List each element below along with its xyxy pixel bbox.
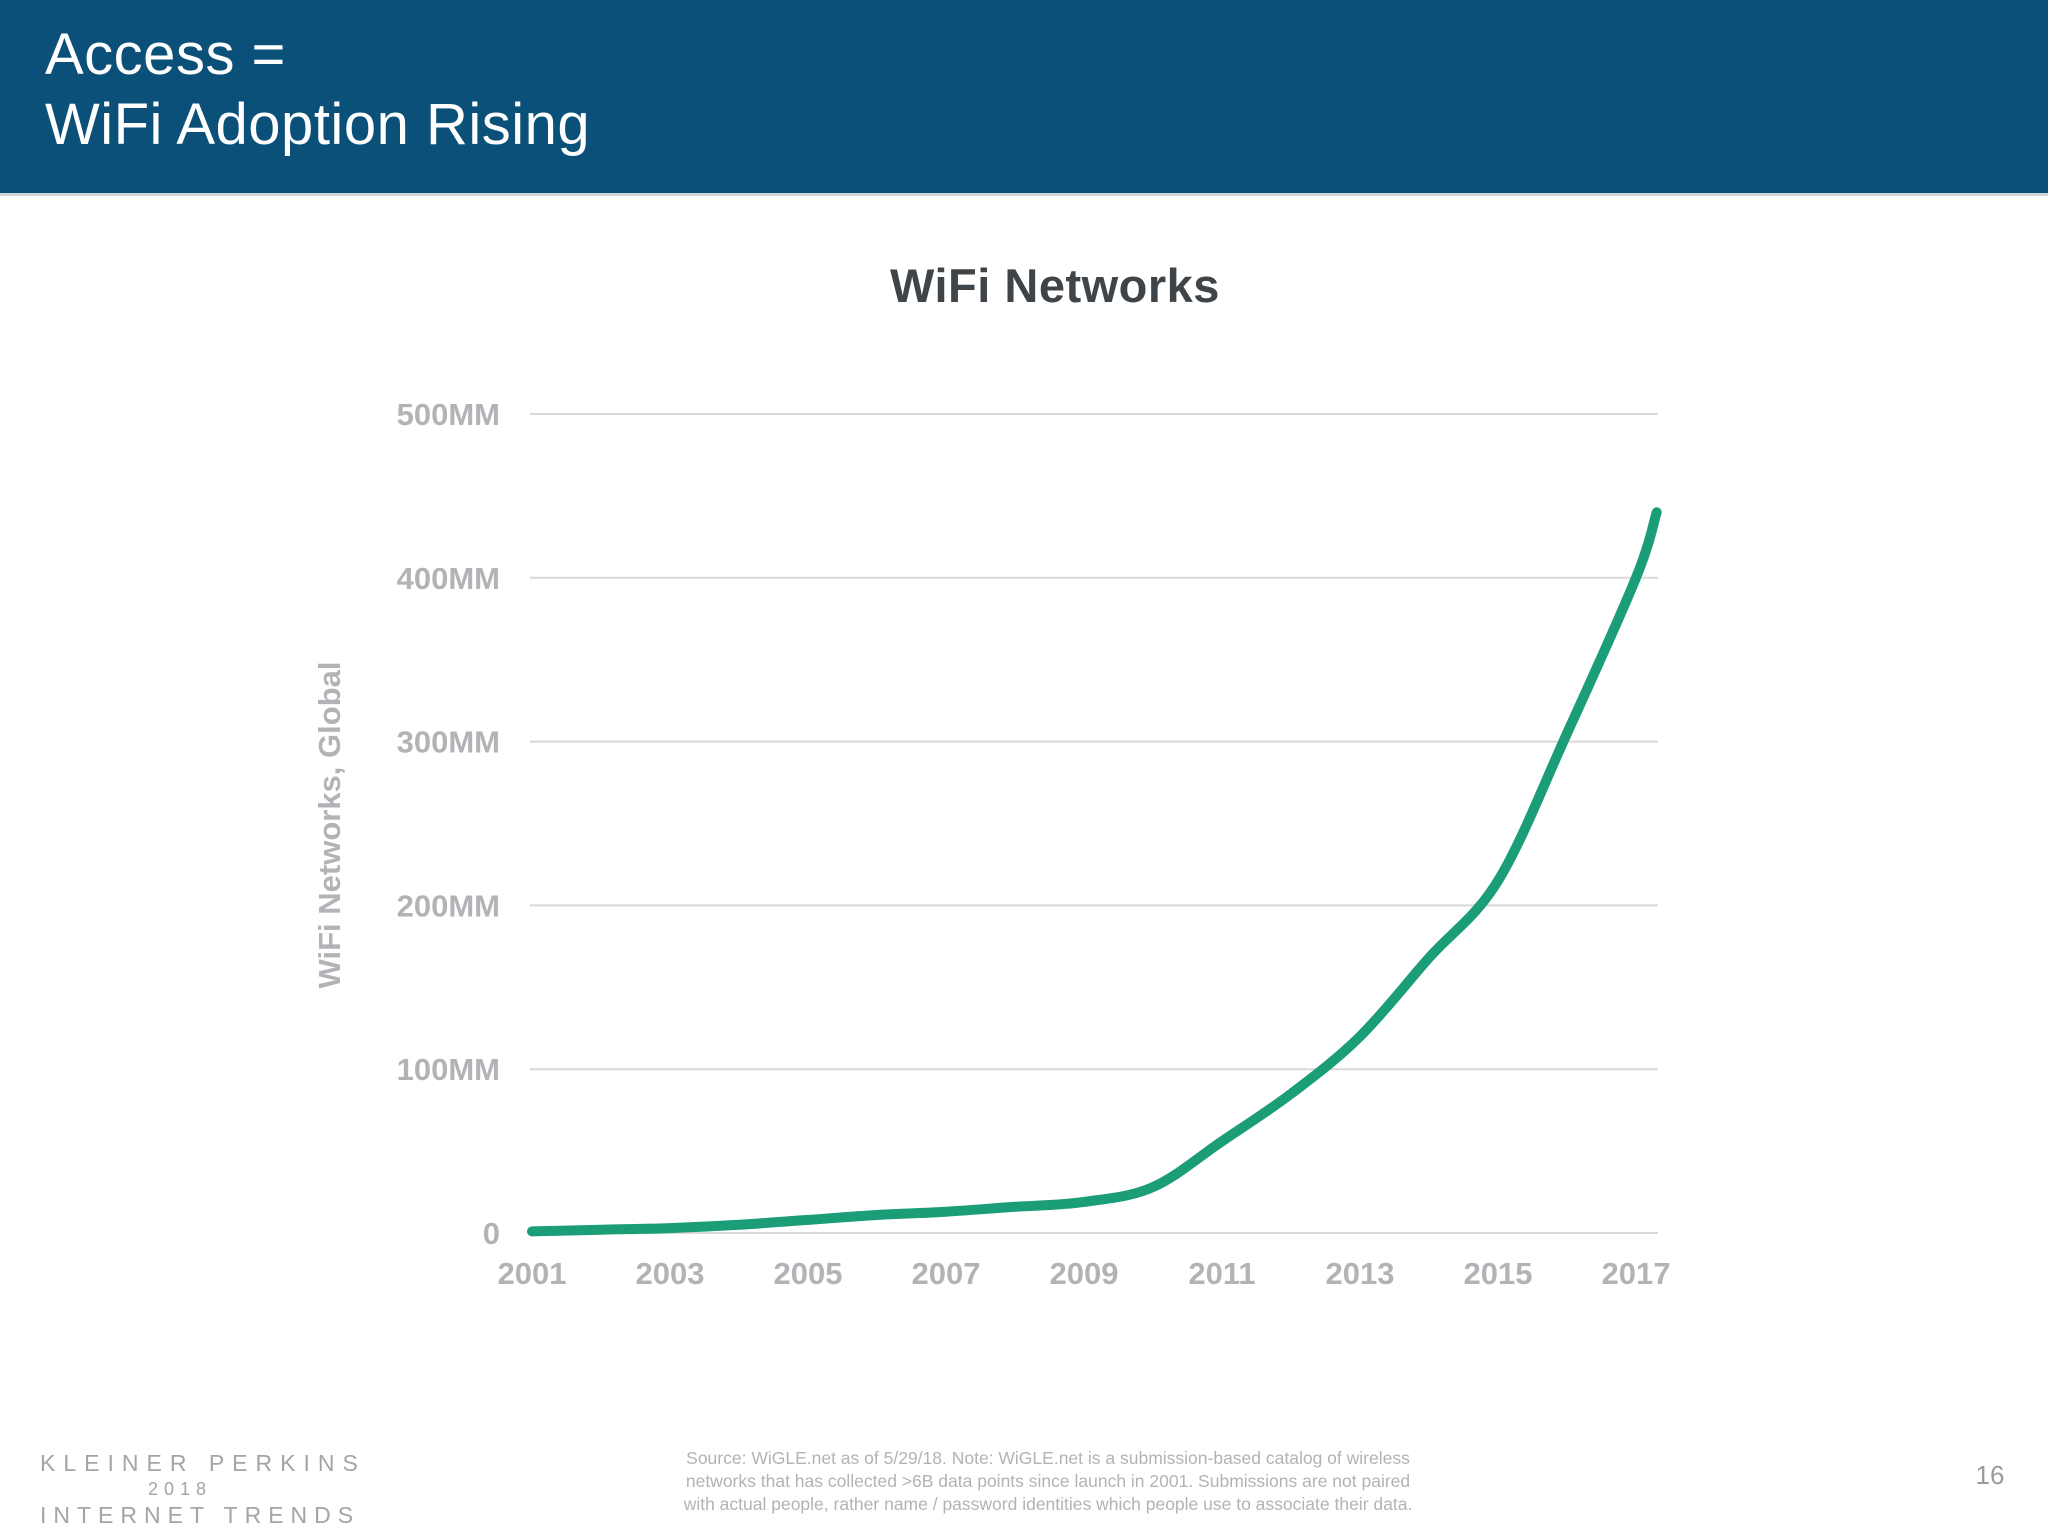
kleiner-perkins-logo: KLEINER PERKINS 2018 INTERNET TRENDS [40, 1450, 366, 1529]
wifi-networks-series-line [527, 507, 1662, 1237]
y-tick-label: 400MM [397, 561, 500, 596]
logo-line1: KLEINER PERKINS [40, 1450, 366, 1476]
slide-title: Access = WiFi Adoption Rising [45, 20, 590, 160]
source-note-line3: with actual people, rather name / passwo… [683, 1494, 1413, 1514]
x-tick-label: 2005 [774, 1256, 843, 1291]
slide-title-line2: WiFi Adoption Rising [45, 92, 591, 157]
x-tick-label: 2007 [912, 1256, 981, 1291]
y-tick-label: 300MM [397, 725, 500, 760]
x-tick-label: 2001 [498, 1256, 567, 1291]
y-axis-title: WiFi Networks, Global [312, 661, 347, 989]
x-tick-label: 2011 [1188, 1256, 1255, 1291]
x-tick-label: 2009 [1050, 1256, 1119, 1291]
chart-title: WiFi Networks [890, 259, 1220, 312]
y-tick-label: 500MM [397, 397, 500, 432]
slide-header: Access = WiFi Adoption Rising [0, 0, 2048, 196]
x-tick-label: 2015 [1464, 1256, 1533, 1291]
source-note-line2: networks that has collected >6B data poi… [685, 1471, 1411, 1491]
x-tick-label: 2017 [1602, 1256, 1671, 1291]
x-tick-label: 2003 [636, 1256, 705, 1291]
logo-line3: INTERNET TRENDS [40, 1502, 361, 1528]
slide-title-line1: Access = [45, 22, 286, 87]
source-note: Source: WiGLE.net as of 5/29/18. Note: W… [598, 1447, 1498, 1516]
page-number: 16 [1975, 1460, 2005, 1490]
y-tick-label: 100MM [397, 1052, 500, 1087]
x-tick-label: 2013 [1326, 1256, 1395, 1291]
source-note-line1: Source: WiGLE.net as of 5/29/18. Note: W… [686, 1448, 1410, 1468]
y-tick-label: 0 [483, 1216, 500, 1251]
logo-line2: 2018 [147, 1479, 213, 1499]
y-tick-label: 200MM [397, 888, 500, 923]
